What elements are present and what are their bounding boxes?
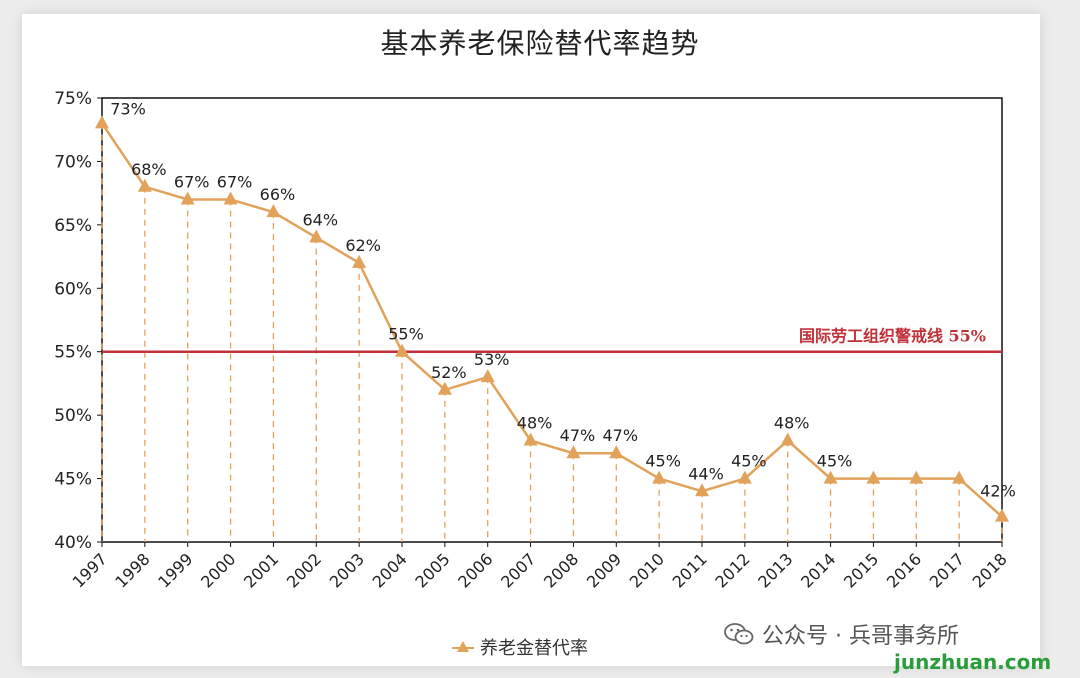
x-tick-label: 2005	[411, 549, 453, 591]
data-label: 42%	[980, 482, 1016, 501]
data-point-marker	[566, 445, 581, 459]
data-label: 48%	[774, 414, 810, 433]
data-point-marker	[780, 432, 795, 446]
chart-title: 基本养老保险替代率趋势	[380, 27, 700, 60]
data-label: 52%	[431, 363, 467, 382]
plot-area-frame	[101, 97, 1003, 543]
y-tick-label: 70%	[54, 152, 92, 172]
y-tick-label: 50%	[54, 406, 92, 426]
x-tick-label: 2015	[840, 549, 882, 591]
data-point-marker	[480, 369, 495, 383]
data-point-marker	[395, 343, 409, 357]
data-point-marker	[352, 254, 367, 268]
data-label: 47%	[560, 426, 596, 445]
x-tick-label: 2016	[883, 549, 925, 591]
data-point-marker	[737, 470, 752, 484]
data-label: 62%	[345, 236, 381, 255]
legend-label: 养老金替代率	[480, 638, 588, 659]
x-tick-label: 2004	[369, 549, 411, 591]
site-watermark: junzhuan.com	[894, 650, 1052, 674]
x-tick-label: 2018	[969, 549, 1011, 591]
data-label: 68%	[131, 160, 167, 179]
data-label: 45%	[645, 452, 681, 471]
data-point-marker	[309, 229, 324, 243]
x-tick-label: 2011	[669, 549, 711, 591]
data-label: 55%	[388, 325, 424, 344]
wechat-watermark: 公众号 · 兵哥事务所	[724, 618, 959, 650]
data-point-marker	[695, 483, 709, 497]
x-tick-label: 1998	[111, 549, 153, 591]
x-tick-label: 2008	[540, 549, 582, 591]
x-tick-label: 2012	[711, 549, 753, 591]
data-label: 64%	[303, 211, 339, 230]
data-label: 47%	[603, 426, 639, 445]
data-point-marker	[95, 115, 109, 129]
data-label: 44%	[688, 464, 724, 483]
y-tick-label: 65%	[54, 216, 92, 236]
data-point-marker	[823, 470, 838, 484]
x-tick-label: 1999	[154, 549, 196, 591]
legend-triangle-marker	[452, 641, 474, 652]
data-point-marker	[995, 508, 1009, 522]
data-point-marker	[609, 445, 624, 459]
x-tick-label: 2001	[240, 549, 282, 591]
data-point-marker	[437, 381, 452, 395]
y-tick-label: 45%	[54, 470, 92, 490]
data-label: 67%	[217, 172, 253, 191]
data-point-marker	[952, 470, 967, 484]
wechat-icon	[724, 623, 754, 645]
y-tick-label: 55%	[54, 343, 92, 363]
x-tick-label: 2003	[326, 549, 368, 591]
data-label: 67%	[174, 172, 210, 191]
reference-line-label: 国际劳工组织警戒线 55%	[799, 327, 986, 346]
data-point-marker	[137, 178, 152, 192]
x-tick-label: 2017	[926, 549, 968, 591]
data-point-marker	[866, 470, 881, 484]
x-tick-label: 2002	[283, 549, 325, 591]
series-line	[100, 122, 1003, 518]
chart-legend: 养老金替代率	[452, 634, 588, 660]
data-point-marker	[909, 470, 924, 484]
data-label: 45%	[817, 452, 853, 471]
x-tick-label: 2009	[583, 549, 625, 591]
x-tick-label: 2010	[626, 549, 668, 591]
x-tick-label: 2006	[454, 549, 496, 591]
x-tick-label: 2013	[754, 549, 796, 591]
data-point-marker	[523, 432, 538, 446]
wechat-watermark-text: 公众号 · 兵哥事务所	[762, 624, 959, 649]
data-point-marker	[266, 204, 281, 218]
data-label: 48%	[517, 414, 553, 433]
data-point-marker	[180, 191, 195, 205]
data-label: 73%	[110, 99, 146, 118]
data-point-marker	[223, 191, 238, 205]
y-tick-label: 75%	[54, 89, 92, 109]
y-tick-label: 40%	[54, 533, 92, 553]
y-tick-label: 60%	[54, 279, 92, 299]
x-tick-label: 2000	[197, 549, 239, 591]
data-label: 45%	[731, 452, 767, 471]
chart-card	[22, 14, 1040, 666]
x-tick-label: 2007	[497, 549, 539, 591]
data-label: 66%	[260, 185, 296, 204]
data-label: 53%	[474, 350, 510, 369]
x-tick-label: 2014	[797, 549, 839, 591]
data-point-marker	[652, 470, 667, 484]
x-tick-label: 1997	[69, 549, 111, 591]
